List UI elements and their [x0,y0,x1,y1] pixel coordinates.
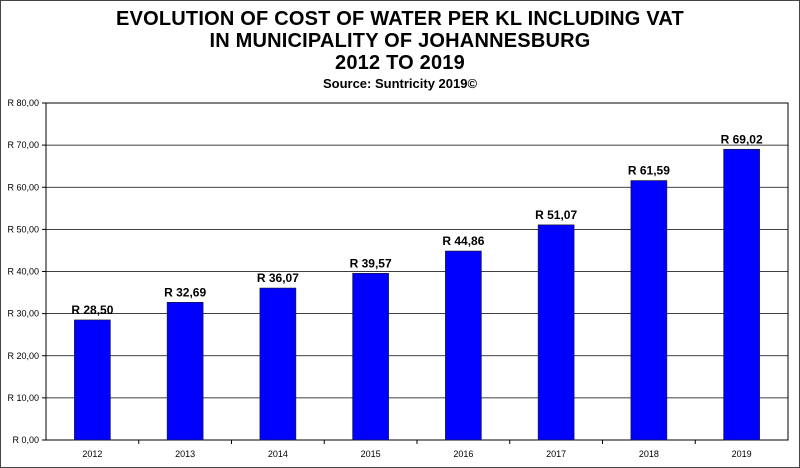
y-tick-label: R 40,00 [7,267,39,277]
data-label: R 39,57 [350,256,392,270]
data-label: R 61,59 [628,164,670,178]
y-tick-label: R 70,00 [7,140,39,150]
x-tick-label: 2013 [175,449,195,459]
data-label: R 32,69 [164,285,206,299]
x-tick-label: 2019 [732,449,752,459]
x-tick-label: 2018 [639,449,659,459]
y-tick-label: R 30,00 [7,309,39,319]
chart-subtitle: Source: Suntricity 2019© [322,76,478,91]
bar-2013 [166,301,204,441]
x-tick-label: 2015 [361,449,381,459]
bar-2017 [537,224,575,441]
chart-title-line-1: EVOLUTION OF COST OF WATER PER KL INCLUD… [116,8,684,30]
x-tick-label: 2014 [268,449,288,459]
bar-2015 [352,273,389,441]
chart-title-line-3: 2012 TO 2019 [335,52,465,74]
x-tick-label: 2016 [453,449,473,459]
bar-2019 [723,148,760,441]
bar-2012 [74,319,111,441]
data-label: R 69,02 [721,132,763,146]
y-tick-label: R 80,00 [7,98,39,108]
x-tick-label: 2017 [546,449,566,459]
y-tick-label: R 20,00 [7,351,39,361]
data-label: R 51,07 [535,208,577,222]
y-tick-label: R 10,00 [7,393,39,403]
bar-2014 [259,287,297,441]
bar-2018 [630,180,668,441]
x-tick-label: 2012 [82,449,102,459]
chart-title-line-2: IN MUNICIPALITY OF JOHANNESBURG [209,30,591,52]
data-label: R 36,07 [257,271,299,285]
chart-title-block: EVOLUTION OF COST OF WATER PER KL INCLUD… [0,8,800,92]
y-tick-label: R 0,00 [12,435,39,445]
y-tick-label: R 60,00 [7,182,39,192]
data-label: R 28,50 [71,303,113,317]
data-label: R 44,86 [442,234,484,248]
bar-2016 [445,250,482,441]
y-tick-label: R 50,00 [7,224,39,234]
